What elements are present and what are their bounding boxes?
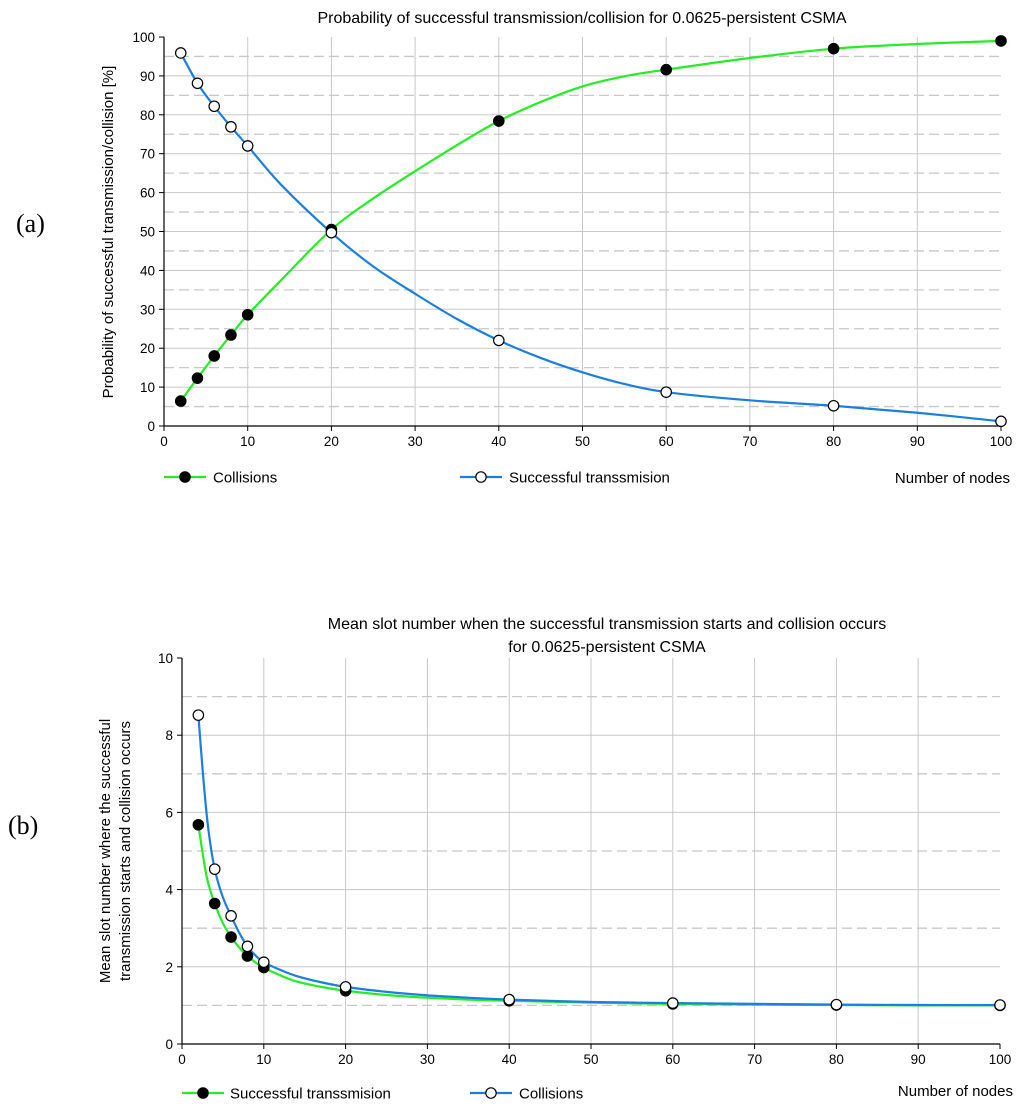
chart-a-y-tick-label: 10 — [140, 380, 155, 395]
chart-b-legend-0-label: Successful transsmision — [230, 1086, 391, 1103]
chart-a-series-0-point — [225, 329, 237, 341]
chart-b-legend-0-marker — [197, 1087, 209, 1099]
chart-a-y-tick-label: 40 — [140, 263, 155, 278]
chart-b-series-1-point — [503, 993, 515, 1006]
chart-b-x-tick-label: 30 — [420, 1052, 435, 1067]
chart-b-title-line: for 0.0625-persistent CSMA — [508, 639, 706, 656]
chart-a-y-tick-label: 30 — [140, 302, 155, 317]
chart-a-series-1-point — [174, 47, 187, 59]
chart-b-x-tick-label: 10 — [256, 1052, 271, 1067]
chart-b-legend-1-marker — [485, 1087, 497, 1099]
chart-b-series-1-point — [225, 910, 237, 922]
chart-a-x-tick-label: 100 — [990, 434, 1013, 449]
chart-a-x-tick-label: 70 — [742, 434, 757, 449]
chart-b-y-tick-label: 6 — [165, 805, 173, 820]
chart-b-x-tick-label: 20 — [338, 1052, 353, 1067]
chart-a-title-line: Probability of successful transmission/c… — [317, 10, 846, 27]
chart-a-series-1-point — [225, 121, 237, 133]
chart-b-x-tick-label: 0 — [178, 1052, 186, 1067]
chart-a-panel-label: (a) — [16, 209, 45, 238]
chart-a-legend-1-label: Successful transsmision — [509, 470, 670, 487]
chart-a-series-0-point — [241, 308, 254, 321]
chart-b-series-1-point — [208, 863, 221, 875]
chart-b-series-1-point — [339, 981, 352, 993]
chart-a-series-1-point — [325, 226, 338, 239]
chart-b-legend-1-label: Collisions — [519, 1086, 583, 1103]
chart-b: 0 10 20 30 40 50 60 70 80 90 100 0 2 4 6 8 10 Mean slot n… — [8, 616, 1013, 1103]
chart-a-legend-0-marker — [179, 471, 191, 483]
chart-b-y-tick-label: 8 — [165, 728, 173, 743]
chart-b-x-tick-label: 50 — [583, 1052, 598, 1067]
chart-b-series-0-point — [225, 931, 237, 943]
chart-a-x-tick-label: 60 — [659, 434, 674, 449]
chart-b-x-axis-label: Number of nodes — [898, 1083, 1013, 1100]
chart-a-series-1-line — [179, 52, 1002, 423]
chart-b-x-tick-label: 60 — [665, 1052, 680, 1067]
chart-a-series-0-point — [208, 350, 221, 362]
chart-a-series-0-point — [827, 42, 840, 55]
chart-b-y-axis-label: Mean slot number where the successful — [97, 719, 114, 983]
chart-a-x-tick-label: 40 — [491, 434, 506, 449]
chart-a-y-tick-label: 50 — [140, 225, 155, 240]
chart-a-series-1-point — [208, 100, 221, 113]
chart-b-series-0-point — [208, 897, 221, 910]
chart-a-x-tick-label: 10 — [240, 434, 255, 449]
chart-b-series-1-point — [994, 999, 1006, 1011]
chart-a-y-tick-label: 60 — [140, 186, 155, 201]
chart-a-x-axis-label: Number of nodes — [895, 470, 1010, 487]
chart-a-series-0-point — [995, 35, 1007, 47]
chart-a-legend-0-label: Collisions — [213, 470, 277, 487]
chart-a-x-tick-label: 80 — [826, 434, 841, 449]
chart-b-y-axis-label: transmission starts and collision occurs — [117, 721, 134, 981]
chart-a-series-1-point — [492, 334, 505, 347]
chart-a: 0 10 20 30 40 50 60 70 80 90 100 0 10 20 30 40 50 60 70 80 9… — [16, 10, 1012, 487]
chart-b-x-tick-label: 100 — [989, 1052, 1012, 1067]
chart-b-y-tick-label: 0 — [165, 1037, 173, 1052]
chart-a-y-tick-label: 0 — [147, 419, 155, 434]
chart-b-series-0-line — [197, 824, 1001, 1007]
chart-b-y-tick-label: 2 — [165, 960, 173, 975]
chart-a-series-1-point — [191, 77, 204, 90]
chart-a-y-tick-label: 80 — [140, 108, 155, 123]
chart-a-x-tick-label: 0 — [160, 434, 168, 449]
chart-a-y-tick-label: 90 — [140, 69, 155, 84]
chart-a-series-1-point — [241, 140, 254, 152]
chart-a-series-0-point — [174, 395, 187, 407]
chart-a-x-tick-label: 50 — [575, 434, 590, 449]
chart-a-x-tick-label: 20 — [324, 434, 339, 449]
chart-b-series-0-point — [192, 818, 205, 831]
chart-b-x-tick-label: 90 — [911, 1052, 926, 1067]
chart-b-x-tick-label: 70 — [747, 1052, 762, 1067]
chart-b-series-1-point — [241, 940, 254, 953]
chart-a-series-1-point — [660, 386, 672, 398]
chart-b-series-0-point — [241, 950, 254, 962]
chart-b-x-tick-label: 80 — [829, 1052, 844, 1067]
chart-a-y-tick-label: 20 — [140, 341, 155, 356]
chart-a-y-tick-label: 100 — [132, 30, 155, 45]
chart-a-series-0-point — [492, 115, 505, 127]
chart-b-series-1-point — [257, 956, 270, 968]
chart-b-panel-label: (b) — [8, 811, 38, 840]
chart-b-y-tick-label: 4 — [165, 883, 173, 898]
chart-b-y-tick-label: 10 — [158, 651, 173, 666]
chart-b-x-tick-label: 40 — [502, 1052, 517, 1067]
chart-a-series-0-point — [191, 372, 204, 384]
chart-a-x-tick-label: 30 — [408, 434, 423, 449]
chart-a-series-0-point — [660, 63, 672, 76]
chart-b-series-1-point — [192, 709, 205, 721]
chart-b-series-1-point — [830, 998, 843, 1011]
chart-a-legend-1-marker — [475, 471, 487, 483]
chart-a-x-tick-label: 90 — [910, 434, 925, 449]
chart-a-y-tick-label: 70 — [140, 147, 155, 162]
chart-b-title-line: Mean slot number when the successful tra… — [328, 616, 886, 633]
chart-b-series-1-line — [197, 715, 1001, 1007]
chart-a-series-1-point — [827, 399, 840, 412]
chart-a-series-1-point — [995, 415, 1007, 428]
chart-a-y-axis-label: Probability of successful transmission/c… — [100, 66, 117, 399]
chart-b-series-1-point — [666, 997, 679, 1009]
